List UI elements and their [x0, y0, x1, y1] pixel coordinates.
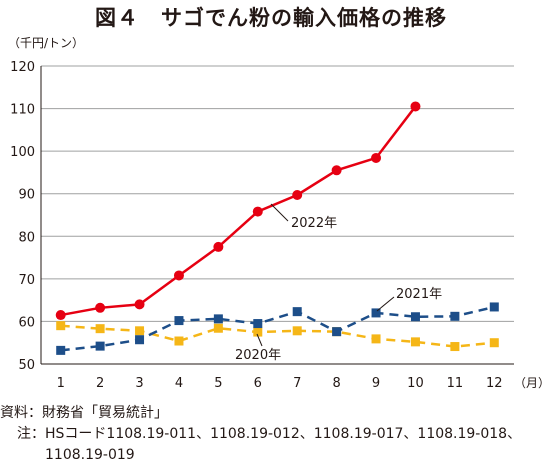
series-label-2020: 2020年 [235, 348, 281, 363]
x-tick-label: 1 [57, 376, 65, 391]
source-text: 財務省「貿易統計」 [42, 405, 168, 421]
x-tick-label: 10 [407, 376, 424, 391]
chart-title: 図４ サゴでん粉の輸入価格の推移 [95, 6, 447, 30]
series-label-2022: 2022年 [291, 216, 337, 231]
y-tick-label: 100 [10, 145, 35, 160]
data-point [174, 336, 184, 346]
data-point [331, 165, 342, 176]
data-point [253, 327, 263, 337]
x-axis-unit: （月） [514, 376, 542, 390]
data-point [371, 308, 381, 318]
y-tick-labels: 50 60 70 80 90 100 110 120 [10, 60, 35, 373]
data-point [252, 206, 263, 217]
series-line [60, 305, 495, 352]
data-point [135, 326, 145, 336]
label-leader-2021 [376, 296, 395, 312]
data-point [95, 341, 105, 351]
data-point [134, 299, 145, 310]
data-point [410, 101, 421, 112]
series-label-2021: 2021年 [396, 287, 442, 302]
note-row: 注： HSコード1108.19-011、1108.19-012、1108.19-… [0, 424, 542, 466]
x-tick-label: 8 [332, 376, 340, 391]
series-layer [55, 101, 499, 355]
y-tick-label: 90 [18, 188, 35, 203]
series-2020年 [56, 321, 499, 352]
data-point [450, 342, 460, 352]
data-point [410, 337, 420, 347]
series-line [60, 105, 417, 317]
data-point [371, 334, 381, 344]
data-point [489, 338, 499, 348]
y-tick-label: 80 [18, 230, 35, 245]
data-point [213, 314, 223, 324]
data-point [292, 307, 302, 317]
data-point [292, 189, 303, 200]
x-tick-label: 6 [254, 376, 262, 391]
data-point [174, 316, 184, 326]
x-tick-label: 7 [293, 376, 301, 391]
data-point [253, 319, 263, 329]
data-point [410, 312, 420, 322]
data-point [55, 310, 66, 321]
data-point [213, 241, 224, 252]
data-point [213, 323, 223, 333]
source-label: 資料： [0, 405, 42, 421]
x-tick-label: 9 [372, 376, 380, 391]
data-point [56, 321, 66, 331]
data-point [56, 345, 66, 355]
x-tick-label: 5 [214, 376, 222, 391]
x-tick-label: 4 [175, 376, 183, 391]
x-tick-labels: 1 2 3 4 5 6 7 8 9 10 11 12 [57, 376, 503, 391]
label-leader-2020 [256, 333, 263, 347]
source-row: 資料： 財務省「貿易統計」 [0, 403, 542, 424]
data-point [371, 152, 382, 163]
data-point [489, 302, 499, 312]
note-label: 注： [17, 426, 45, 442]
axes [40, 66, 514, 365]
data-point [332, 327, 342, 337]
note-text: HSコード1108.19-011、1108.19-012、1108.19-017… [45, 426, 522, 463]
x-tick-label: 3 [135, 376, 143, 391]
data-point [95, 324, 105, 334]
notes: 資料： 財務省「貿易統計」 注： HSコード1108.19-011、1108.1… [0, 403, 542, 466]
data-point [173, 270, 184, 281]
x-tick-label: 12 [486, 376, 503, 391]
y-axis-unit: （千円/トン） [8, 36, 84, 50]
y-tick-label: 50 [18, 358, 35, 373]
series-line [60, 324, 495, 348]
data-point [95, 302, 106, 313]
series-2022年 [55, 101, 421, 321]
series-2021年 [56, 302, 499, 355]
y-tick-label: 60 [18, 315, 35, 330]
label-leader-2022 [270, 203, 289, 222]
x-tick-label: 11 [447, 376, 464, 391]
x-tick-label: 2 [96, 376, 104, 391]
y-tick-label: 120 [10, 60, 35, 75]
grid-lines [41, 65, 514, 322]
data-point [450, 311, 460, 321]
data-point [135, 335, 145, 345]
y-tick-label: 110 [10, 103, 35, 118]
y-tick-label: 70 [18, 273, 35, 288]
data-point [292, 326, 302, 336]
